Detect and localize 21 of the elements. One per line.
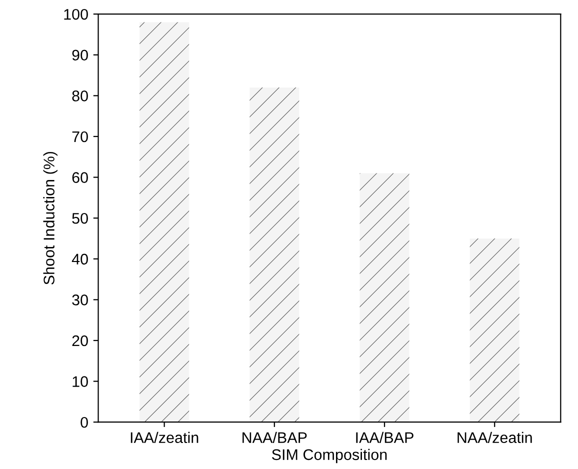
y-tick-label: 40 [72,254,88,265]
x-tick-label: NAA/zeatin [458,432,532,444]
x-axis-title: SIM Composition [272,448,387,464]
y-tick-label: 30 [72,294,88,306]
y-tick-label: 80 [72,90,88,102]
x-tick-label: NAA/BAP [242,432,307,444]
y-tick-label: 20 [72,335,88,346]
y-tick-label: 60 [72,172,88,183]
bar [250,88,300,422]
bar [140,22,190,422]
y-axis-title: Shoot Induction (%) [43,152,58,284]
bar [360,173,410,422]
y-tick-label: 10 [72,376,88,387]
bar [470,238,520,422]
x-tick-label: IAA/BAP [356,432,414,444]
y-tick-label: 70 [72,131,88,142]
y-tick-label: 0 [80,416,88,428]
y-tick-label: 90 [72,50,88,61]
x-tick-label: IAA/zeatin [130,432,198,444]
y-tick-label: 50 [72,212,88,224]
y-tick-label: 100 [64,8,88,20]
